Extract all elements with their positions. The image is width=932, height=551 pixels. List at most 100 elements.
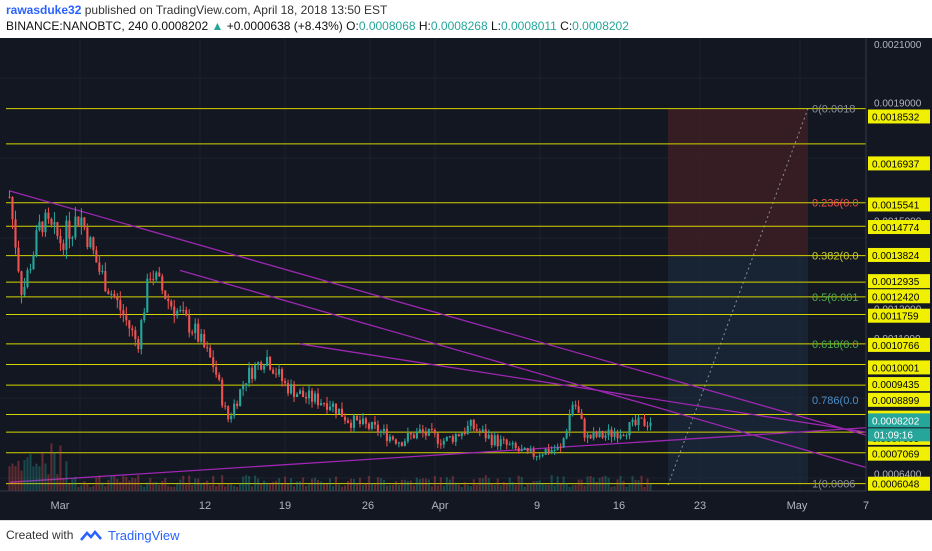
candle-body — [340, 408, 344, 417]
volume-bar — [161, 480, 164, 491]
candle-body — [394, 439, 397, 444]
volume-bar — [182, 475, 185, 491]
candle-body — [433, 429, 436, 434]
volume-bar — [331, 485, 335, 491]
candle-body — [604, 435, 607, 438]
volume-bar — [191, 485, 194, 491]
volume-bar — [281, 483, 284, 491]
candle-body — [436, 433, 439, 444]
tradingview-link[interactable]: TradingView — [108, 528, 180, 543]
volume-bar — [634, 479, 637, 491]
candle-body — [619, 434, 622, 439]
volume-bar — [125, 477, 128, 491]
volume-bar — [113, 476, 116, 491]
last-price: 0.0008202 — [151, 19, 209, 33]
volume-bar — [248, 476, 251, 491]
time-tick: May — [787, 500, 808, 512]
volume-bar — [80, 485, 83, 491]
price-axis[interactable]: 0.00210000.00190000.00150000.00130000.00… — [865, 38, 932, 520]
candle-body — [478, 430, 481, 432]
volume-bar — [74, 477, 77, 491]
volume-bar — [188, 475, 191, 491]
volume-bar — [233, 485, 236, 491]
candle-body — [568, 415, 571, 431]
time-axis[interactable]: Mar 12 19 26 Apr 9 16 23 May 7 — [0, 490, 932, 520]
price-label: 0.0007069 — [872, 450, 920, 461]
volume-bar — [472, 479, 475, 491]
horizontal-levels — [6, 108, 866, 485]
countdown-bg — [868, 428, 930, 442]
candle-body — [562, 438, 565, 448]
candle-body — [325, 403, 329, 410]
volume-bar — [550, 475, 553, 491]
volume-bar — [454, 482, 457, 491]
volume-bar — [352, 479, 356, 491]
fib-label: 0.382(0.0 — [812, 251, 858, 263]
volume-bar — [122, 476, 125, 491]
published-text: published on TradingView.com, April 18, … — [84, 3, 388, 17]
volume-bar — [592, 477, 595, 491]
volume-bar — [385, 485, 388, 491]
volume-bar — [110, 476, 113, 491]
high-value: 0.0008268 — [430, 19, 488, 33]
volume-bar — [212, 475, 215, 491]
price-label: 0.0011759 — [872, 312, 919, 323]
candle-body — [272, 369, 275, 374]
volume-bar — [628, 484, 631, 491]
volume-bar — [32, 466, 35, 491]
time-tick: 23 — [694, 500, 706, 512]
volume-bar — [95, 477, 98, 491]
price-label: 0.0013824 — [872, 251, 920, 262]
volume-bar — [104, 486, 107, 491]
price-chart[interactable]: 0(0.0018 0.236(0.0 0.382(0.0 0.5(0.001 0.618… — [0, 38, 932, 520]
volume-bar — [349, 478, 353, 491]
candle-body — [577, 406, 580, 413]
volume-bar — [379, 477, 382, 491]
volume-bar — [604, 475, 607, 491]
volume-bar — [382, 479, 385, 491]
volume-bar — [451, 476, 454, 491]
volume-bar — [35, 463, 38, 491]
candle-body — [107, 291, 110, 295]
candle-body — [418, 429, 421, 432]
volume-bar — [221, 475, 224, 491]
volume-bar — [496, 478, 499, 491]
price-label-bg — [868, 156, 930, 171]
candle-body — [487, 434, 490, 439]
volume-bar — [290, 478, 293, 491]
candle-body — [197, 323, 200, 342]
candle-body — [469, 419, 472, 426]
candle-body — [529, 449, 532, 452]
volume-bar — [493, 485, 496, 491]
candle-body — [281, 369, 284, 382]
candle-body — [592, 431, 595, 439]
candle-body — [41, 221, 44, 233]
volume-bar — [227, 483, 230, 491]
volume-bar — [170, 486, 173, 491]
volume-bar — [499, 485, 502, 491]
candle-body — [167, 298, 170, 302]
volume-bar — [224, 486, 227, 491]
candle-body — [541, 454, 544, 456]
high-label: H: — [418, 19, 431, 33]
price-label: 0.0006048 — [872, 480, 920, 491]
tradingview-logo-icon[interactable] — [80, 529, 102, 543]
volume-bar — [358, 477, 362, 491]
candle-body — [11, 197, 14, 220]
volume-bar — [92, 485, 95, 491]
change-arrow-icon: ▲ — [211, 19, 224, 33]
price-label-bg — [868, 337, 930, 352]
volume-bar — [487, 477, 490, 491]
price-tick: 0.0021000 — [874, 40, 922, 51]
volume-bar — [523, 486, 526, 491]
volume-bar — [412, 485, 415, 491]
candle-body — [583, 419, 586, 438]
price-label: 0.0014774 — [872, 223, 920, 234]
volume-bar — [251, 486, 254, 491]
candle-body — [520, 449, 523, 452]
volume-bar — [415, 477, 418, 491]
author-link[interactable]: rawasduke32 — [6, 3, 82, 17]
candle-body — [601, 430, 604, 438]
volume-bar — [304, 485, 308, 491]
volume-bar — [301, 477, 305, 491]
